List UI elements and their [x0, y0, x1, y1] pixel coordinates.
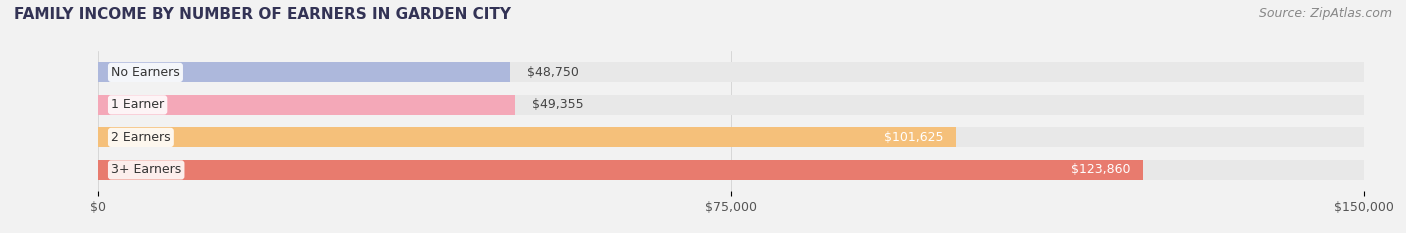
Bar	[98, 160, 1143, 180]
Bar	[98, 160, 1364, 180]
Bar	[98, 62, 509, 82]
Bar	[98, 127, 956, 147]
Bar	[98, 95, 1364, 115]
Text: $101,625: $101,625	[883, 131, 943, 144]
Bar	[98, 95, 515, 115]
Text: $48,750: $48,750	[527, 66, 578, 79]
Text: 3+ Earners: 3+ Earners	[111, 163, 181, 176]
Text: No Earners: No Earners	[111, 66, 180, 79]
Text: 1 Earner: 1 Earner	[111, 98, 165, 111]
Text: $123,860: $123,860	[1071, 163, 1130, 176]
Text: FAMILY INCOME BY NUMBER OF EARNERS IN GARDEN CITY: FAMILY INCOME BY NUMBER OF EARNERS IN GA…	[14, 7, 510, 22]
Bar	[98, 62, 1364, 82]
Text: $49,355: $49,355	[531, 98, 583, 111]
Text: 2 Earners: 2 Earners	[111, 131, 170, 144]
Bar	[98, 127, 1364, 147]
Text: Source: ZipAtlas.com: Source: ZipAtlas.com	[1258, 7, 1392, 20]
